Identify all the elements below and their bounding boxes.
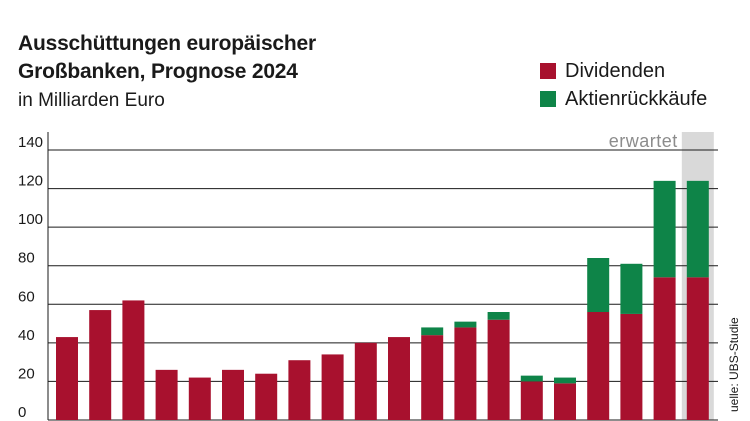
bar-buybacks bbox=[587, 258, 610, 312]
bar-dividends bbox=[587, 312, 610, 420]
legend-label-dividends: Dividenden bbox=[565, 59, 666, 82]
source-label: uelle: UBS-Studie bbox=[727, 317, 741, 412]
bar-dividends bbox=[188, 377, 211, 420]
y-tick-label: 0 bbox=[18, 404, 26, 421]
legend-label-buybacks: Aktienrückkäufe bbox=[565, 87, 708, 110]
chart-subtitle: in Milliarden Euro bbox=[18, 90, 165, 111]
bar-dividends bbox=[520, 381, 543, 420]
bar-dividends bbox=[56, 337, 78, 420]
bar-buybacks bbox=[653, 180, 676, 278]
legend-swatch-buybacks bbox=[540, 91, 556, 107]
bar-dividends bbox=[255, 373, 278, 420]
y-tick-label: 100 bbox=[18, 211, 43, 228]
bar-dividends bbox=[686, 277, 709, 420]
y-tick-label: 120 bbox=[18, 173, 43, 190]
bar-dividends bbox=[122, 300, 145, 420]
bar-buybacks bbox=[454, 321, 477, 328]
legend-swatch-dividends bbox=[540, 63, 556, 79]
y-tick-label: 40 bbox=[18, 327, 35, 344]
legend-item-buybacks: Aktienrückkäufe bbox=[540, 85, 707, 113]
bar-dividends bbox=[421, 335, 444, 420]
legend-item-dividends: Dividenden bbox=[540, 57, 707, 85]
title-block: Ausschüttungen europäischer Großbanken, P… bbox=[18, 30, 438, 114]
bar-dividends bbox=[653, 277, 676, 420]
bar-buybacks bbox=[487, 312, 510, 320]
chart-title: Ausschüttungen europäischer Großbanken, P… bbox=[18, 32, 316, 83]
legend: Dividenden Aktienrückkäufe bbox=[540, 57, 707, 113]
bar-dividends bbox=[388, 337, 410, 420]
bar-buybacks bbox=[421, 327, 444, 336]
bar-dividends bbox=[89, 310, 112, 420]
y-tick-label: 20 bbox=[18, 365, 35, 382]
bar-buybacks bbox=[554, 377, 576, 384]
bar-dividends bbox=[454, 327, 477, 420]
y-tick-label: 140 bbox=[18, 134, 43, 151]
bar-buybacks bbox=[620, 263, 643, 314]
bar-dividends bbox=[354, 342, 377, 420]
bar-dividends bbox=[487, 319, 510, 420]
bar-dividends bbox=[321, 354, 344, 420]
bar-dividends bbox=[155, 369, 178, 420]
bar-dividends bbox=[288, 360, 311, 420]
expected-annotation: erwartet bbox=[609, 131, 678, 151]
bar-buybacks bbox=[520, 375, 543, 382]
y-tick-label: 80 bbox=[18, 250, 35, 267]
bar-buybacks bbox=[686, 180, 709, 278]
bar-dividends bbox=[222, 369, 244, 420]
y-tick-label: 60 bbox=[18, 288, 35, 305]
bar-dividends bbox=[554, 383, 576, 420]
bar-dividends bbox=[620, 313, 643, 420]
